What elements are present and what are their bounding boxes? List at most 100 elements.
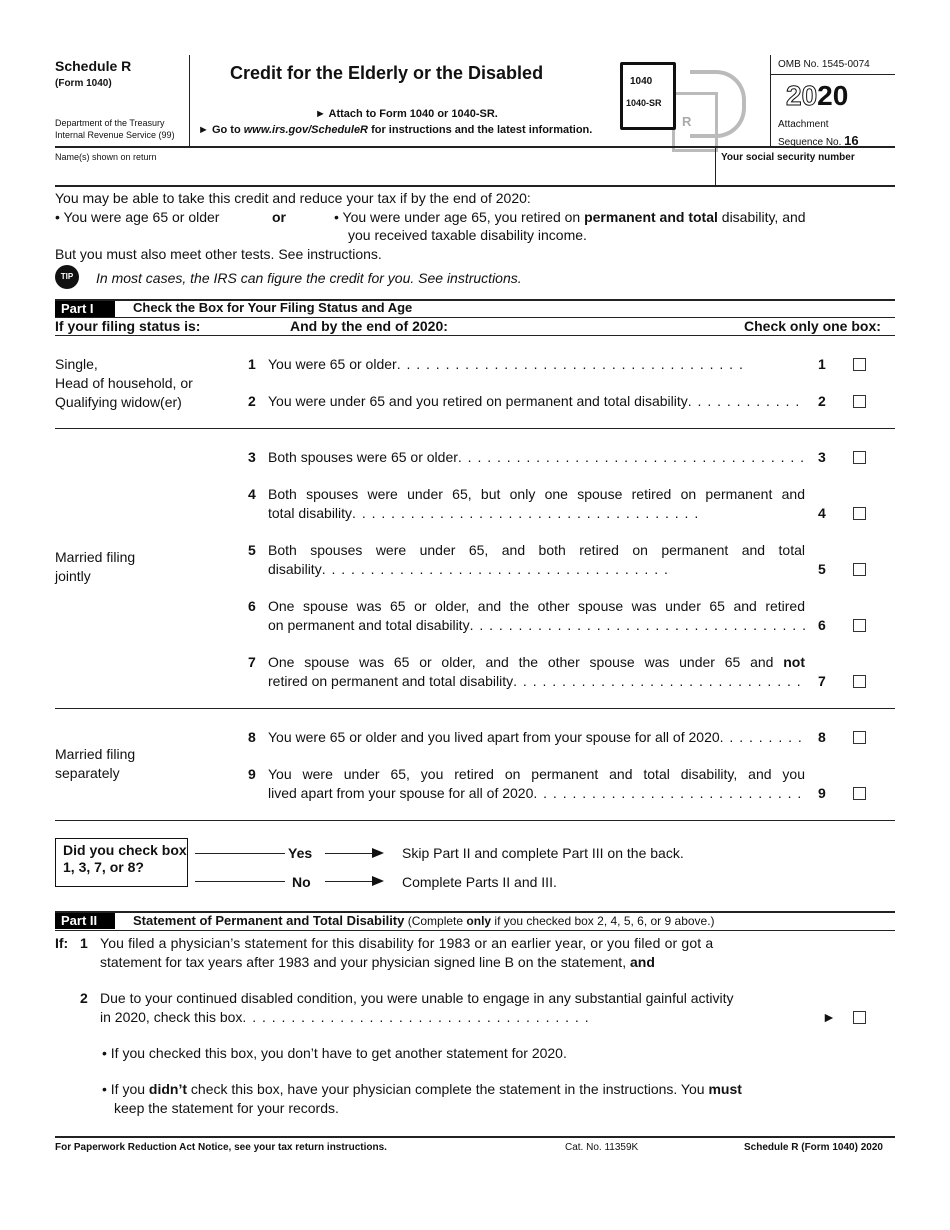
item2-text: in 2020, check this box xyxy=(100,1009,810,1025)
names-label: Name(s) shown on return xyxy=(55,152,157,162)
intro-bullet: • You were age 65 or older xyxy=(55,209,220,225)
if-label: If: xyxy=(55,935,69,951)
filing-row-9: 9 You were under 65, you retired on perma… xyxy=(248,765,868,803)
tax-year: 2020 xyxy=(785,80,849,112)
row-number: 4 xyxy=(248,486,256,502)
row-text: disability xyxy=(268,560,805,579)
filing-row-1: 1 You were 65 or older 1 xyxy=(248,355,868,374)
checkbox-3[interactable] xyxy=(853,451,866,464)
form-title: Credit for the Elderly or the Disabled xyxy=(230,63,544,83)
row-text: on permanent and total disability xyxy=(268,616,805,635)
col-header-age: And by the end of 2020: xyxy=(290,318,448,334)
row-text: One spouse was 65 or older, and the othe… xyxy=(268,654,805,670)
intro-or: or xyxy=(272,209,286,225)
checkbox-8[interactable] xyxy=(853,731,866,744)
group-married-jointly: Married filing jointly xyxy=(55,549,136,584)
filing-row-6: 6 One spouse was 65 or older, and the oth… xyxy=(248,597,868,635)
checkbox-2[interactable] xyxy=(853,395,866,408)
intro-text: You may be able to take this credit and … xyxy=(55,190,531,206)
box-number: 1 xyxy=(818,356,826,372)
item2-text: Due to your continued disabled condition… xyxy=(100,990,734,1006)
item1-text: statement for tax years after 1983 and y… xyxy=(100,954,655,970)
omb-number: OMB No. 1545-0074 xyxy=(778,59,870,70)
attachment-label: Attachment xyxy=(778,119,829,130)
row-text: retired on permanent and total disabilit… xyxy=(268,672,805,691)
part1-label: Part I xyxy=(55,301,115,317)
row-text: You were 65 or older and you lived apart… xyxy=(268,728,805,747)
checkbox-7[interactable] xyxy=(853,675,866,688)
attach-instruction: ► Attach to Form 1040 or 1040-SR. xyxy=(315,108,498,120)
part2-bullet: • If you didn’t check this box, have you… xyxy=(102,1081,742,1097)
row-text: Both spouses were 65 or older xyxy=(268,448,805,467)
part2-bullet-cont: keep the statement for your records. xyxy=(114,1100,339,1116)
part2-label: Part II xyxy=(55,913,115,929)
intro-bullet-cont: you received taxable disability income. xyxy=(348,227,587,243)
names-input[interactable] xyxy=(58,166,708,184)
row-text: You were under 65 and you retired on per… xyxy=(268,392,805,411)
footer-cat: Cat. No. 11359K xyxy=(565,1142,639,1153)
intro-bullet: • You were under age 65, you retired on … xyxy=(334,209,806,225)
form-number: (Form 1040) xyxy=(55,78,112,89)
group-married-separately: Married filing separately xyxy=(55,746,136,781)
row-text: You were under 65, you retired on perman… xyxy=(268,766,805,782)
box-number: 9 xyxy=(818,785,826,801)
box-number: 7 xyxy=(818,673,826,689)
footer-paperwork: For Paperwork Reduction Act Notice, see … xyxy=(55,1142,387,1153)
filing-row-4: 4 Both spouses were under 65, but only on… xyxy=(248,485,868,523)
col-header-status: If your filing status is: xyxy=(55,318,201,334)
row-number: 3 xyxy=(248,449,256,465)
checkbox-6[interactable] xyxy=(853,619,866,632)
schedule-name: Schedule R xyxy=(55,58,132,74)
tip-icon: TIP xyxy=(55,265,79,289)
row-number: 2 xyxy=(248,393,256,409)
arrow-right-icon xyxy=(372,848,384,858)
filing-row-8: 8 You were 65 or older and you lived apar… xyxy=(248,728,868,747)
flow-question-box: Did you check box 1, 3, 7, or 8? xyxy=(55,838,188,887)
row-text: total disability xyxy=(268,504,805,523)
sequence-label: Sequence No. 16 xyxy=(778,133,859,148)
row-text: Both spouses were under 65, and both ret… xyxy=(268,542,805,558)
checkbox-1[interactable] xyxy=(853,358,866,371)
filing-row-7: 7 One spouse was 65 or older, and the oth… xyxy=(248,653,868,691)
filing-row-2: 2 You were under 65 and you retired on pe… xyxy=(248,392,868,411)
row-number: 7 xyxy=(248,654,256,670)
group-single: Single, Head of household, or Qualifying… xyxy=(55,356,193,410)
row-text: Both spouses were under 65, but only one… xyxy=(268,486,805,502)
form-attach-icon: R 1040 1040-SR xyxy=(620,52,750,152)
filing-row-3: 3 Both spouses were 65 or older 3 xyxy=(248,448,868,467)
row-number: 6 xyxy=(248,598,256,614)
dept-line1: Department of the Treasury xyxy=(55,118,165,128)
row-number: 9 xyxy=(248,766,256,782)
row-text: lived apart from your spouse for all of … xyxy=(268,784,805,803)
row-text: One spouse was 65 or older, and the othe… xyxy=(268,598,805,614)
checkbox-9[interactable] xyxy=(853,787,866,800)
tip-text: In most cases, the IRS can figure the cr… xyxy=(96,270,522,286)
checkbox-4[interactable] xyxy=(853,507,866,520)
ssn-input[interactable] xyxy=(720,166,890,184)
checkbox-5[interactable] xyxy=(853,563,866,576)
flow-yes: Yes xyxy=(288,845,313,861)
arrow-right-icon: ► xyxy=(822,1009,836,1025)
item-number: 2 xyxy=(80,990,88,1006)
flow-yes-action: Skip Part II and complete Part III on th… xyxy=(402,845,684,861)
ssn-label: Your social security number xyxy=(721,152,855,163)
checkbox-part2-line2[interactable] xyxy=(853,1011,866,1024)
arrow-right-icon xyxy=(372,876,384,886)
item1-text: You filed a physician’s statement for th… xyxy=(100,935,714,951)
filing-row-5: 5 Both spouses were under 65, and both re… xyxy=(248,541,868,579)
row-text: You were 65 or older xyxy=(268,355,805,374)
row-number: 1 xyxy=(248,356,256,372)
part2-title: Statement of Permanent and Total Disabil… xyxy=(133,913,715,928)
box-number: 4 xyxy=(818,505,826,521)
part2-bullet: • If you checked this box, you don’t hav… xyxy=(102,1045,567,1061)
box-number: 6 xyxy=(818,617,826,633)
row-number: 8 xyxy=(248,729,256,745)
box-number: 5 xyxy=(818,561,826,577)
col-header-check: Check only one box: xyxy=(744,318,881,334)
flow-no: No xyxy=(292,874,311,890)
row-number: 5 xyxy=(248,542,256,558)
box-number: 3 xyxy=(818,449,826,465)
box-number: 2 xyxy=(818,393,826,409)
part1-title: Check the Box for Your Filing Status and… xyxy=(133,300,413,315)
